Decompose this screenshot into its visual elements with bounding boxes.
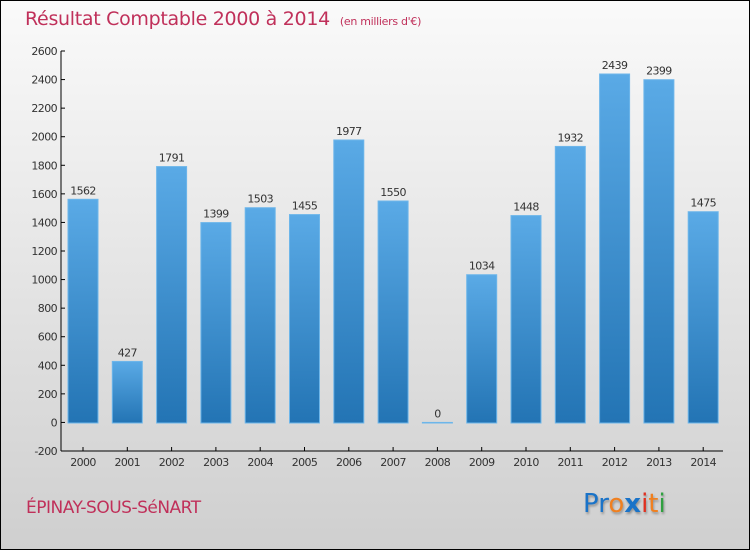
x-tick-label: 2008 [425,456,451,469]
data-label: 1475 [690,197,716,210]
data-label: 1791 [159,152,185,165]
y-tick-label: 1600 [31,188,57,201]
data-label: 1503 [247,193,273,206]
y-tick-label: 2400 [31,74,57,87]
data-label: 0 [434,407,441,420]
bar [421,421,453,424]
y-tick-label: 200 [38,388,58,401]
x-tick-label: 2014 [690,456,716,469]
bar [687,211,719,424]
y-tick-label: 0 [51,416,58,429]
bar [244,207,276,424]
x-tick-label: 2005 [292,456,318,469]
data-label: 1455 [292,200,318,213]
logo-letter: t [648,489,659,519]
y-tick-label: 2200 [31,102,57,115]
bar [466,274,498,424]
city-name: ÉPINAY-SOUS-SéNART [26,498,201,518]
title-text: Résultat Comptable 2000 à 2014 [25,8,330,30]
data-label: 1399 [203,208,229,221]
y-tick-label: 400 [38,359,58,372]
bar [377,200,409,424]
bar [554,145,586,424]
y-tick-label: 800 [38,302,58,315]
data-label: 2399 [646,65,672,78]
y-tick-label: 1400 [31,216,57,229]
x-tick-label: 2006 [336,456,362,469]
x-tick-label: 2003 [203,456,229,469]
logo-letter: i [658,489,666,519]
proxiti-logo: Proxiti [583,489,666,519]
x-tick-label: 2010 [513,456,539,469]
bar [111,360,143,424]
x-tick-label: 2002 [159,456,185,469]
y-tick-label: 1200 [31,245,57,258]
data-label: 1932 [557,131,583,144]
y-tick-label: 1800 [31,159,57,172]
y-tick-label: 2600 [31,45,57,58]
bar-chart: 1562 427 1791 1399 1503 1455 1977 1550 0 1034 1448… [31,45,723,469]
bar [156,166,188,424]
logo-letter: o [608,489,625,519]
bar [200,222,232,424]
x-tick-label: 2011 [557,456,583,469]
data-label: 1034 [469,260,495,273]
data-label: 1448 [513,201,539,214]
data-label: 1562 [70,184,96,197]
chart-title: Résultat Comptable 2000 à 2014 (en millie… [25,8,421,30]
bar [67,198,99,424]
bar [599,73,631,424]
data-label: 2439 [602,59,628,72]
y-tick-label: -200 [34,445,57,458]
bar [510,215,542,424]
y-tick-label: 1000 [31,274,57,287]
bar [289,214,320,424]
bar [333,139,365,424]
data-label: 427 [118,346,138,359]
x-tick-label: 2009 [469,456,495,469]
logo-letter: P [583,489,599,519]
logo-letter: x [624,489,642,519]
x-tick-label: 2007 [380,456,406,469]
y-tick-label: 2000 [31,131,57,144]
data-label: 1550 [380,186,406,199]
x-tick-label: 2001 [114,456,140,469]
x-tick-label: 2012 [602,456,628,469]
logo-letter: r [598,489,609,519]
x-tick-label: 2004 [247,456,273,469]
logo-letter: i [641,489,649,519]
y-tick-label: 600 [38,331,58,344]
unit-label: (en milliers d'€) [339,15,422,28]
x-tick-label: 2000 [70,456,96,469]
x-tick-label: 2013 [646,456,672,469]
data-label: 1977 [336,125,362,138]
bar [643,79,675,424]
